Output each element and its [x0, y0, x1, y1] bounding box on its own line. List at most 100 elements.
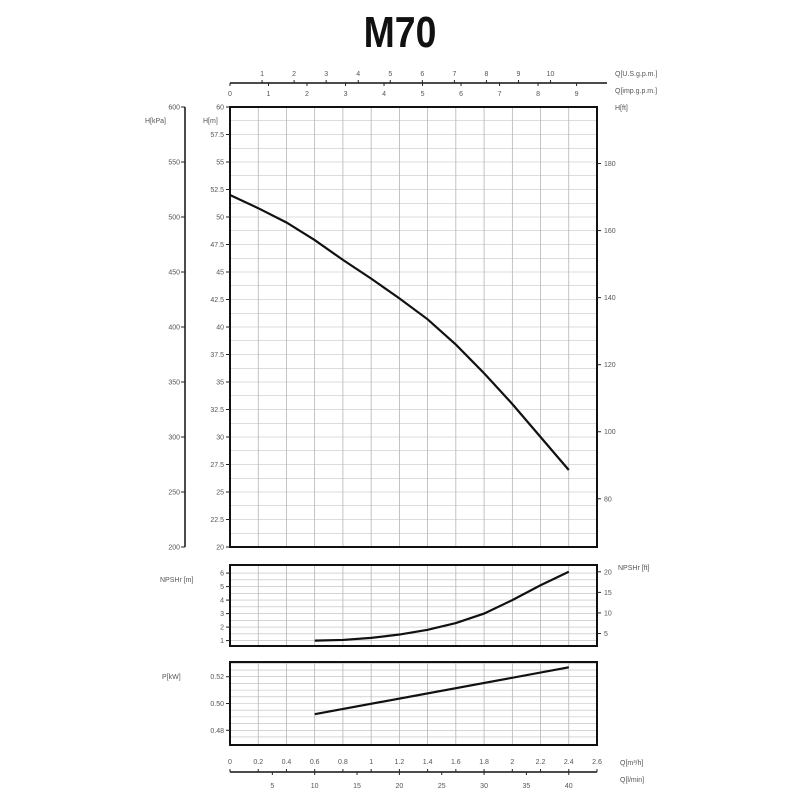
y-tick-label: 50 — [216, 215, 224, 222]
kpa-tick-label: 550 — [168, 160, 180, 167]
head-curve — [229, 194, 570, 471]
power-axis-label: P[kW] — [162, 674, 181, 681]
lmin-tick-label: 30 — [480, 783, 488, 790]
x-tick-label: 1.6 — [451, 759, 461, 766]
lmin-tick-label: 15 — [353, 783, 361, 790]
lmin-axis-label: Q[l/min] — [620, 777, 644, 784]
lmin-tick-label: 40 — [565, 783, 573, 790]
npsh-plot-frame — [229, 564, 598, 647]
ft-tick-label: 100 — [604, 429, 616, 436]
npsh-ft-tick-label: 15 — [604, 590, 612, 597]
npsh-tick-label: 4 — [220, 598, 224, 605]
lmin-tick-label: 10 — [311, 783, 319, 790]
power-tick-label: 0.50 — [210, 701, 224, 708]
lmin-tick-label: 35 — [523, 783, 531, 790]
y-tick-label: 27.5 — [210, 462, 224, 469]
kpa-tick-label: 350 — [168, 380, 180, 387]
kpa-tick-label: 250 — [168, 490, 180, 497]
kpa-tick-label: 600 — [168, 105, 180, 112]
chart-title: M70 — [363, 8, 437, 57]
impgpm-tick-label: 2 — [305, 91, 309, 98]
y-tick-label: 60 — [216, 105, 224, 112]
npsh-ft-tick-label: 20 — [604, 569, 612, 576]
y-tick-label: 25 — [216, 490, 224, 497]
power-tick-label: 0.48 — [210, 728, 224, 735]
usgpm-tick-label: 5 — [388, 71, 392, 78]
y-tick-label: 57.5 — [210, 132, 224, 139]
x-tick-label: 0 — [228, 759, 232, 766]
lmin-tick-label: 20 — [395, 783, 403, 790]
usgpm-tick-label: 8 — [484, 71, 488, 78]
npsh-tick-label: 1 — [220, 638, 224, 645]
y-tick-label: 55 — [216, 160, 224, 167]
npsh-ft-tick-label: 10 — [604, 610, 612, 617]
y-tick-label: 22.5 — [210, 517, 224, 524]
ft-tick-label: 160 — [604, 228, 616, 235]
impgpm-tick-label: 4 — [382, 91, 386, 98]
usgpm-tick-label: 9 — [517, 71, 521, 78]
y-tick-label: 37.5 — [210, 352, 224, 359]
x-tick-label: 0.2 — [253, 759, 263, 766]
y-axis-label: H[m] — [203, 118, 218, 125]
x-tick-label: 2.2 — [536, 759, 546, 766]
x-tick-label: 1 — [369, 759, 373, 766]
kpa-tick-label: 450 — [168, 270, 180, 277]
y-tick-label: 20 — [216, 545, 224, 552]
usgpm-tick-label: 2 — [292, 71, 296, 78]
ft-tick-label: 80 — [604, 496, 612, 503]
npsh-tick-label: 2 — [220, 625, 224, 632]
x-tick-label: 1.8 — [479, 759, 489, 766]
power-curve — [314, 666, 569, 716]
y-tick-label: 52.5 — [210, 187, 224, 194]
usgpm-tick-label: 4 — [356, 71, 360, 78]
x-tick-label: 2.6 — [592, 759, 602, 766]
power-tick-label: 0.52 — [210, 674, 224, 681]
usgpm-tick-label: 6 — [420, 71, 424, 78]
x-tick-label: 2.4 — [564, 759, 574, 766]
impgpm-axis-label: Q[imp.g.p.m.] — [615, 88, 657, 95]
x-tick-label: 0.8 — [338, 759, 348, 766]
x-axis-label: Q[m³/h] — [620, 760, 643, 767]
y-tick-label: 47.5 — [210, 242, 224, 249]
usgpm-tick-label: 7 — [452, 71, 456, 78]
y-tick-label: 32.5 — [210, 407, 224, 414]
impgpm-tick-label: 7 — [498, 91, 502, 98]
x-tick-label: 0.4 — [282, 759, 292, 766]
npsh-tick-label: 5 — [220, 584, 224, 591]
impgpm-tick-label: 5 — [421, 91, 425, 98]
npsh-ft-axis-label: NPSHr [ft] — [618, 565, 650, 572]
ft-axis-label: H[ft] — [615, 105, 628, 112]
impgpm-tick-label: 6 — [459, 91, 463, 98]
npsh-curve — [314, 570, 570, 642]
kpa-tick-label: 300 — [168, 435, 180, 442]
npsh-ft-tick-label: 5 — [604, 631, 608, 638]
y-tick-label: 35 — [216, 380, 224, 387]
impgpm-tick-label: 8 — [536, 91, 540, 98]
kpa-tick-label: 500 — [168, 215, 180, 222]
usgpm-tick-label: 1 — [260, 71, 264, 78]
y-tick-label: 45 — [216, 270, 224, 277]
kpa-tick-label: 200 — [168, 545, 180, 552]
impgpm-tick-label: 9 — [575, 91, 579, 98]
x-tick-label: 1.2 — [395, 759, 405, 766]
kpa-tick-label: 400 — [168, 325, 180, 332]
y-tick-label: 40 — [216, 325, 224, 332]
npsh-tick-label: 6 — [220, 571, 224, 578]
ft-tick-label: 180 — [604, 161, 616, 168]
y-tick-label: 42.5 — [210, 297, 224, 304]
x-tick-label: 0.6 — [310, 759, 320, 766]
npsh-tick-label: 3 — [220, 611, 224, 618]
y-tick-label: 30 — [216, 435, 224, 442]
kpa-axis-label: H[kPa] — [145, 118, 166, 125]
ft-tick-label: 140 — [604, 295, 616, 302]
impgpm-tick-label: 0 — [228, 91, 232, 98]
impgpm-tick-label: 3 — [344, 91, 348, 98]
lmin-tick-label: 5 — [270, 783, 274, 790]
usgpm-tick-label: 3 — [324, 71, 328, 78]
x-tick-label: 2 — [510, 759, 514, 766]
usgpm-tick-label: 10 — [547, 71, 555, 78]
impgpm-tick-label: 1 — [267, 91, 271, 98]
x-tick-label: 1.4 — [423, 759, 433, 766]
npsh-axis-label: NPSHr [m] — [160, 577, 194, 584]
lmin-tick-label: 25 — [438, 783, 446, 790]
